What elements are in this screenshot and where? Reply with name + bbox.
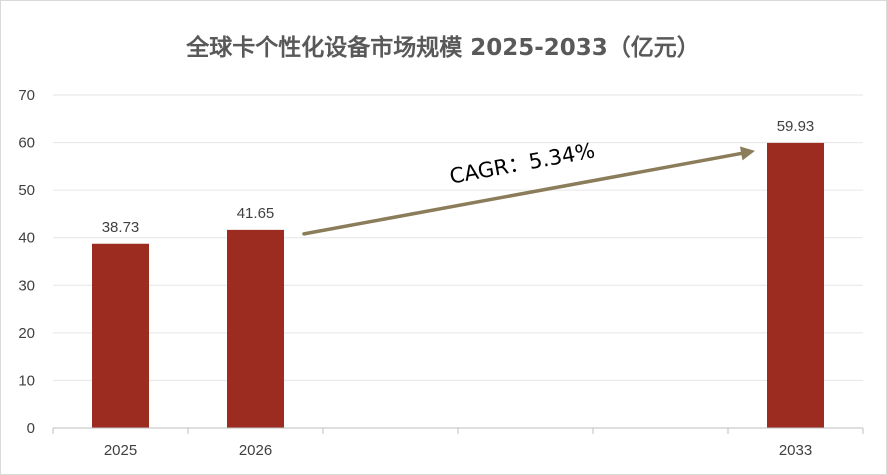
y-tick-label-30: 30 [18, 277, 35, 294]
y-tick-label-20: 20 [18, 325, 35, 342]
data-labels: 38.73 41.65 59.93 [102, 118, 815, 236]
y-tick-label-70: 70 [18, 87, 35, 104]
gridlines [53, 94, 863, 381]
y-tick-label-40: 40 [18, 230, 35, 247]
x-tick-label-2025: 2025 [104, 442, 137, 459]
y-axis-ticks: 0 10 20 30 40 50 60 70 [18, 87, 35, 437]
chart-title: 全球卡个性化设备市场规模 2025-2033（亿元） [185, 34, 700, 61]
y-tick-label-0: 0 [27, 420, 35, 437]
bars [92, 142, 824, 429]
y-tick-label-50: 50 [18, 182, 35, 199]
cagr-arrow-head [739, 146, 755, 161]
x-axis: 2025 2026 2033 [52, 427, 864, 459]
cagr-label: CAGR：5.34% [448, 138, 597, 188]
bar-2033 [767, 142, 824, 429]
y-tick-label-10: 10 [18, 372, 35, 389]
bar-2026 [227, 229, 284, 428]
x-tick-label-2026: 2026 [239, 442, 272, 459]
data-label-2026: 41.65 [237, 205, 275, 222]
data-label-2033: 59.93 [777, 118, 815, 135]
y-tick-label-60: 60 [18, 135, 35, 152]
data-label-2025: 38.73 [102, 219, 140, 236]
x-tick-label-2033: 2033 [779, 442, 812, 459]
cagr-arrow-line [302, 151, 743, 236]
bar-2025 [92, 243, 149, 428]
cagr-annotation: CAGR：5.34% [302, 138, 755, 236]
